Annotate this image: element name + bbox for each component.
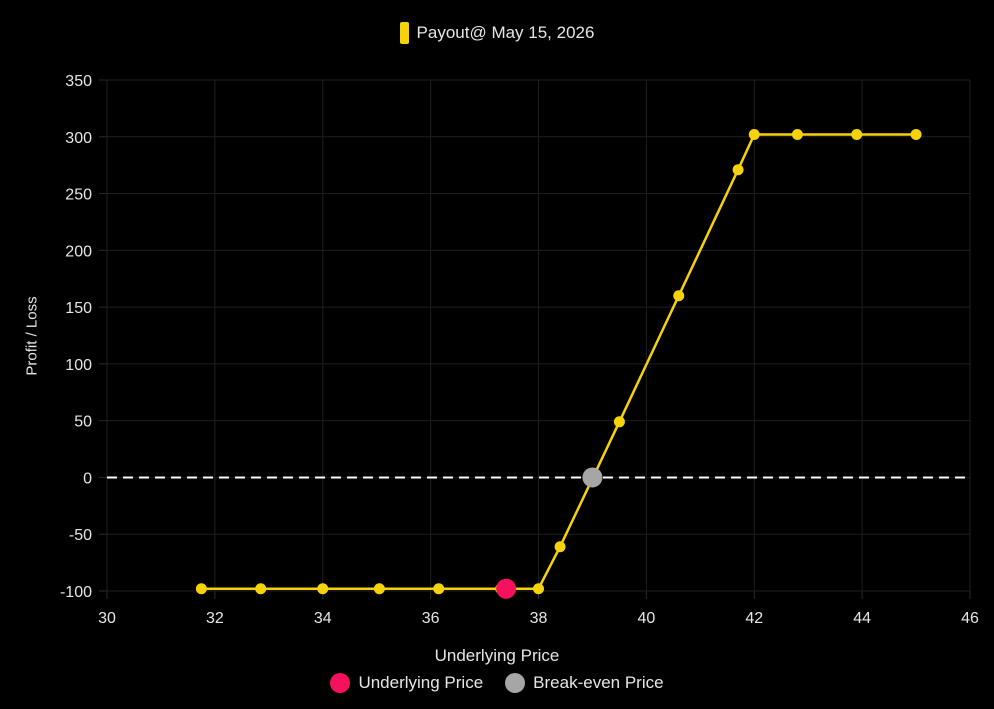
series-legend-swatch (399, 22, 409, 44)
x-axis-label: Underlying Price (434, 646, 560, 665)
price-markers (496, 467, 603, 599)
payout-point (910, 129, 922, 141)
series-legend-label: Payout@ May 15, 2026 (416, 23, 595, 42)
x-tick-label: 32 (206, 610, 224, 627)
payout-point (533, 583, 544, 595)
x-tick-label: 44 (853, 610, 871, 627)
y-tick-label: 150 (65, 300, 92, 317)
payout-point (732, 164, 744, 176)
series-legend[interactable]: Payout@ May 15, 2026 (0, 22, 994, 44)
grid (99, 79, 971, 599)
x-tick-label: 34 (314, 610, 332, 627)
legend-break-even-price[interactable]: Break-even Price (505, 673, 664, 693)
x-tick-label: 36 (422, 610, 440, 627)
payout-series (195, 129, 922, 595)
payout-point (255, 583, 267, 595)
y-axis-label: Profit / Loss (23, 296, 41, 376)
x-tick-label: 38 (530, 610, 548, 627)
x-tick-label: 42 (745, 610, 763, 627)
x-axis-ticks: 30 32 34 36 38 40 42 44 46 (98, 610, 979, 627)
underlying-price-marker (496, 578, 517, 599)
break-even-marker (582, 467, 603, 488)
payout-point (433, 583, 445, 595)
legend-break-even-label: Break-even Price (533, 673, 664, 692)
break-even-dot-icon (505, 673, 526, 693)
payout-point (373, 583, 385, 595)
y-tick-label: 100 (65, 357, 92, 374)
y-axis-ticks: -100 -50 0 50 100 150 200 250 300 350 (60, 73, 92, 601)
y-tick-label: 200 (65, 243, 92, 260)
x-tick-label: 46 (961, 610, 979, 627)
payout-point (554, 541, 566, 553)
payout-point (851, 129, 863, 141)
y-tick-label: 0 (83, 470, 92, 487)
legend-underlying-label: Underlying Price (358, 673, 484, 692)
payout-point (791, 129, 803, 141)
y-tick-label: -50 (69, 527, 92, 544)
underlying-price-dot-icon (330, 673, 351, 693)
payout-point (195, 583, 207, 595)
payout-line (201, 133, 917, 590)
payout-point (673, 290, 685, 302)
y-tick-label: 350 (65, 73, 92, 90)
payout-point (613, 416, 625, 428)
y-tick-label: 300 (65, 130, 92, 147)
y-tick-label: 50 (74, 414, 92, 431)
payout-point (317, 583, 329, 595)
y-tick-label: 250 (65, 187, 92, 204)
marker-legend: Underlying Price Break-even Price (0, 673, 994, 693)
legend-underlying-price[interactable]: Underlying Price (330, 673, 483, 693)
x-tick-label: 40 (637, 610, 655, 627)
y-tick-label: -100 (60, 584, 92, 601)
payout-point (748, 129, 760, 141)
x-tick-label: 30 (98, 610, 116, 627)
